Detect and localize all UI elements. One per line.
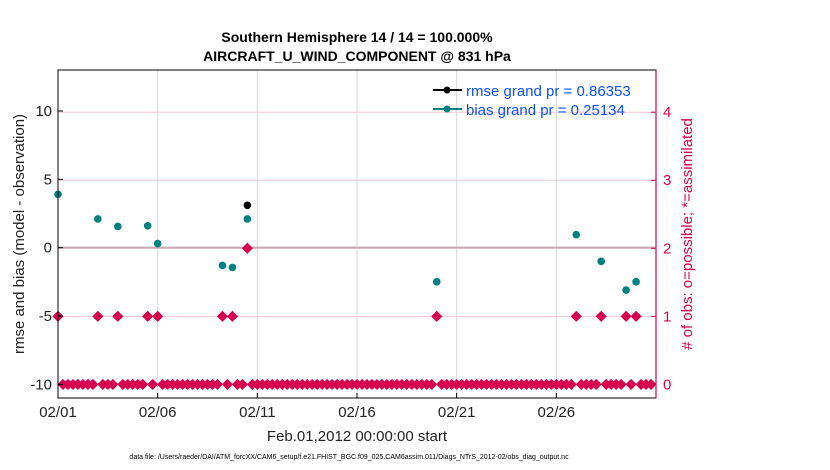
y-tick-label: 10 (35, 103, 52, 120)
obs-count-marker (87, 378, 99, 390)
obs-count-marker (147, 378, 159, 390)
obs-count-marker (595, 310, 607, 322)
bias-point (114, 222, 122, 231)
obs-count-marker (630, 310, 642, 322)
chart-title-line1: Southern Hemisphere 14 / 14 = 100.000% (221, 29, 493, 45)
y-tick-label: -10 (30, 376, 52, 393)
obs-count-marker (431, 310, 443, 322)
bias-point (228, 263, 237, 272)
obs-count-marker (236, 378, 248, 390)
obs-count-marker (625, 378, 637, 390)
y2-tick-label: 3 (663, 172, 671, 189)
chart-title-line2: AIRCRAFT_U_WIND_COMPONENT @ 831 hPa (203, 48, 511, 64)
bias-point (632, 278, 640, 286)
bias-point (432, 278, 441, 286)
legend-bias-marker (443, 105, 451, 113)
y2-tick-label: 0 (663, 376, 671, 393)
grid (57, 70, 656, 398)
obs-count-marker (226, 310, 238, 322)
obs-count-marker (570, 310, 582, 322)
obs-count-marker (137, 378, 149, 390)
obs-count-marker (615, 378, 627, 390)
y2-tick-label: 2 (663, 240, 671, 257)
obs-count-marker (112, 310, 124, 322)
y2-tick-label: 4 (663, 104, 671, 121)
obs-count-marker (211, 378, 224, 390)
x-tick-label: 02/26 (538, 404, 576, 421)
obs-count-marker (426, 378, 438, 390)
bias-point (597, 257, 605, 266)
obs-count-marker (590, 378, 602, 390)
rmse-point (243, 201, 252, 210)
legend: rmse grand pr = 0.86353 bias grand pr = … (433, 83, 631, 119)
x-axis-label: Feb.01,2012 00:00:00 start (267, 428, 448, 445)
obs-count-marker (241, 242, 253, 254)
obs-count-marker (620, 310, 632, 322)
bias-point (218, 261, 227, 270)
x-tick-label: 02/11 (239, 404, 275, 421)
obs-count-marker (142, 310, 154, 322)
obs-count-marker (92, 310, 104, 322)
bias-point (572, 230, 581, 239)
x-tick-label: 02/01 (39, 404, 77, 421)
y-tick-label: 5 (44, 171, 52, 188)
bias-point (622, 286, 630, 294)
obs-count-marker (107, 378, 119, 390)
bias-point (143, 222, 152, 230)
legend-rmse-marker (443, 86, 451, 94)
obs-count-marker (565, 378, 577, 390)
bias-point (243, 215, 252, 223)
obs-count-marker (216, 310, 229, 322)
ticks: 02/01 02/06 02/11 02/16 02/21 02/26 10 5 0 -5 -10 0… (30, 103, 671, 421)
y2-axis-label: # of obs: o=possible; *=assimilated (679, 118, 696, 350)
x-tick-label: 02/06 (139, 404, 177, 421)
bias-point (153, 239, 162, 248)
y-tick-label: 0 (44, 240, 52, 257)
y2-tick-label: 1 (663, 308, 671, 325)
bias-point (94, 215, 102, 223)
x-tick-label: 02/21 (438, 404, 476, 421)
x-tick-label: 02/16 (338, 404, 376, 421)
y-axis-label: rmse and bias (model - observation) (11, 114, 28, 354)
footer-data-file: data file: /Users/raeder/DAI/ATM_forcXX/… (129, 454, 569, 461)
obs-count-marker (221, 378, 233, 390)
obs-count-marker (152, 310, 164, 322)
legend-bias-label: bias grand pr = 0.25134 (466, 102, 625, 119)
y-tick-label: -5 (39, 308, 52, 325)
marks (52, 190, 657, 390)
legend-rmse-label: rmse grand pr = 0.86353 (466, 83, 631, 100)
